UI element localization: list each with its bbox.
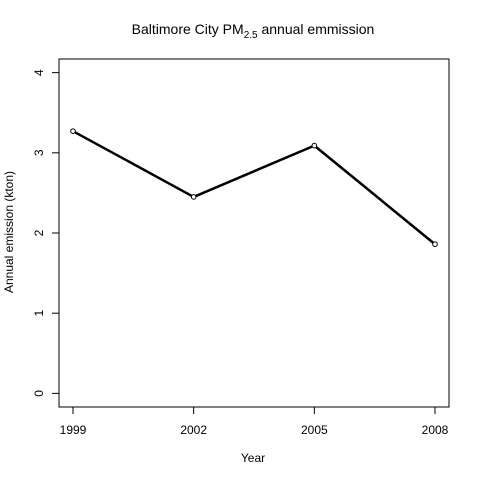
chart-title-subscript: 2.5 (244, 30, 258, 41)
chart-title: Baltimore City PM2.5 annual emmission (132, 21, 375, 41)
data-point (311, 142, 318, 149)
data-point (70, 128, 76, 134)
x-tick-label: 2002 (180, 423, 207, 437)
series-layer (70, 128, 438, 248)
chart-title-suffix: annual emmission (258, 21, 375, 37)
x-tick-label: 2008 (422, 423, 449, 437)
x-axis-label: Year (241, 451, 265, 465)
chart-title-prefix: Baltimore City PM (132, 21, 244, 37)
series-line (72, 130, 436, 246)
x-tick-label: 2005 (301, 423, 328, 437)
y-tick-label: 2 (32, 229, 46, 236)
y-axis: 0 1 2 3 4 (32, 69, 60, 397)
y-tick-label: 4 (32, 69, 46, 76)
y-tick-label: 0 (32, 390, 46, 397)
x-axis: 1999 2002 2005 2008 (60, 406, 449, 437)
y-tick-label: 3 (32, 149, 46, 156)
plot-area-frame (58, 58, 450, 408)
y-tick-label: 1 (32, 310, 46, 317)
data-point (432, 241, 438, 248)
y-axis-label: Annual emission (kton) (2, 171, 16, 293)
x-tick-label: 1999 (60, 423, 87, 437)
data-point (190, 194, 197, 200)
